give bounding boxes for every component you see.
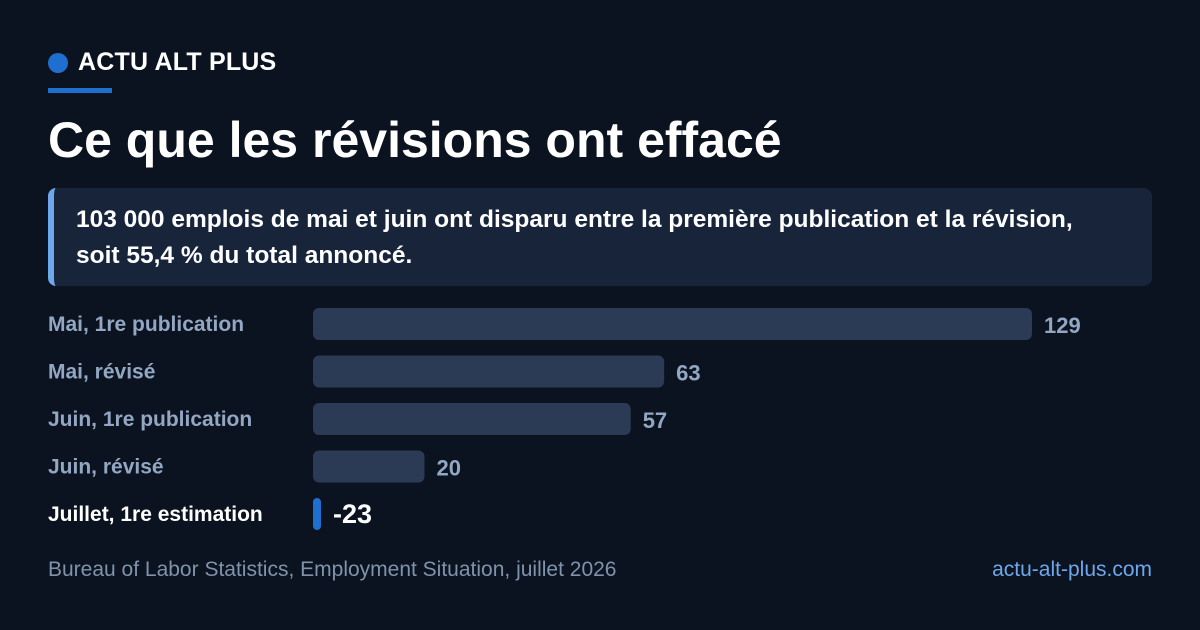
value-label: -23 bbox=[333, 499, 372, 529]
value-label: 129 bbox=[1044, 313, 1081, 338]
bar bbox=[313, 498, 321, 530]
bar bbox=[313, 308, 1032, 340]
value-label: 20 bbox=[436, 456, 460, 481]
summary-callout: 103 000 emplois de mai et juin ont dispa… bbox=[48, 188, 1152, 286]
bar bbox=[313, 355, 665, 388]
category-label: Juin, 1re publication bbox=[48, 408, 252, 431]
brand: ACTU ALT PLUS bbox=[48, 48, 276, 77]
bar-chart: Mai, 1re publication 129 Mai, révisé 63 Juin… bbox=[48, 308, 1081, 530]
page-title: Ce que les révisions ont effacé bbox=[48, 112, 782, 168]
category-label: Mai, révisé bbox=[48, 361, 155, 384]
brand-underline bbox=[48, 88, 112, 93]
bar bbox=[313, 450, 425, 483]
summary-text: 103 000 emplois de mai et juin ont dispa… bbox=[76, 206, 1073, 269]
source-note: Bureau of Labor Statistics, Employment S… bbox=[48, 558, 617, 581]
value-label: 57 bbox=[643, 408, 667, 433]
bar bbox=[313, 403, 631, 435]
value-label: 63 bbox=[676, 361, 700, 386]
category-label: Mai, 1re publication bbox=[48, 313, 244, 336]
brand-dot-icon bbox=[48, 52, 68, 73]
category-label: Juillet, 1re estimation bbox=[48, 503, 263, 526]
category-label: Juin, révisé bbox=[48, 456, 164, 479]
brand-name: ACTU ALT PLUS bbox=[78, 48, 277, 76]
site-link[interactable]: actu-alt-plus.com bbox=[992, 558, 1152, 581]
